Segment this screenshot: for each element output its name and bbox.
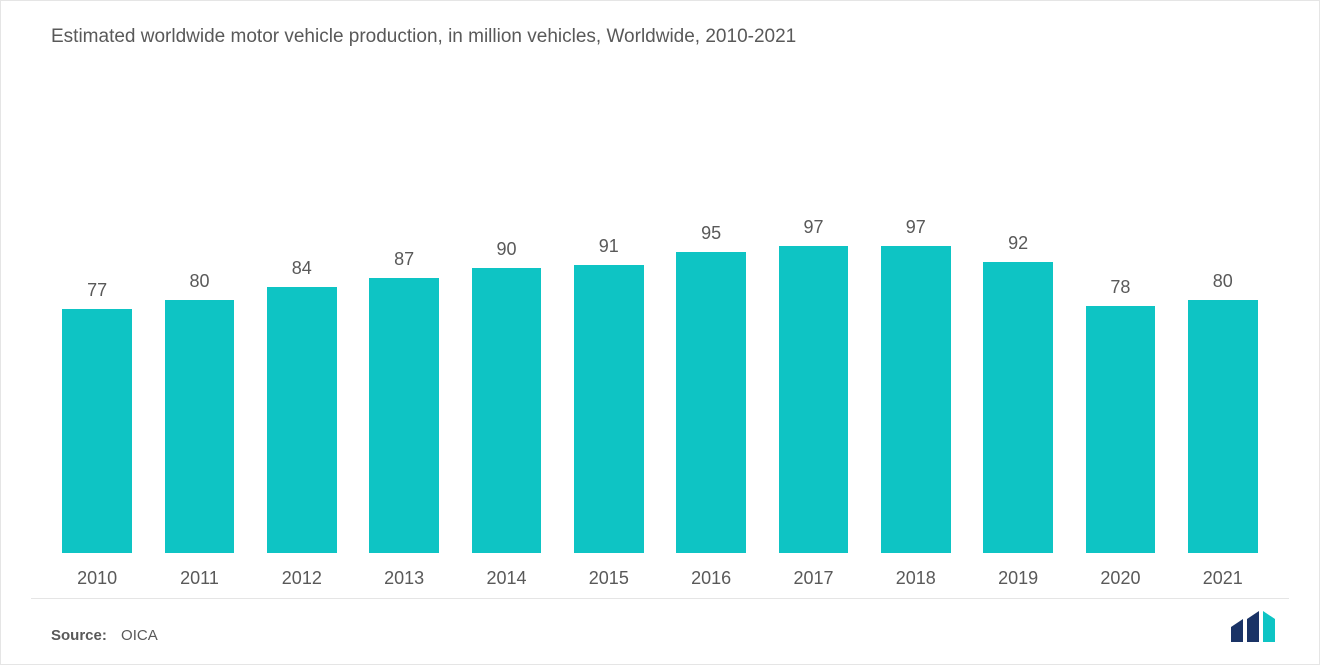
- bar: [267, 287, 337, 553]
- bar-value: 97: [803, 217, 823, 238]
- bar-group: 90: [455, 98, 557, 553]
- bar: [1086, 306, 1156, 553]
- bar-value: 91: [599, 236, 619, 257]
- x-label: 2015: [558, 568, 660, 589]
- x-label: 2013: [353, 568, 455, 589]
- bar-group: 95: [660, 98, 762, 553]
- x-label: 2021: [1172, 568, 1274, 589]
- bar-value: 95: [701, 223, 721, 244]
- x-label: 2017: [762, 568, 864, 589]
- bar-value: 87: [394, 249, 414, 270]
- bar-group: 87: [353, 98, 455, 553]
- bar: [472, 268, 542, 553]
- x-label: 2020: [1069, 568, 1171, 589]
- bar-group: 92: [967, 98, 1069, 553]
- bar-value: 92: [1008, 233, 1028, 254]
- source-label: Source:: [51, 627, 107, 644]
- bar-value: 77: [87, 280, 107, 301]
- bar: [881, 246, 951, 553]
- bar: [369, 278, 439, 554]
- x-label: 2018: [865, 568, 967, 589]
- x-label: 2014: [455, 568, 557, 589]
- x-label: 2016: [660, 568, 762, 589]
- bar-value: 84: [292, 258, 312, 279]
- source-line: Source: OICA: [51, 627, 158, 644]
- bar: [62, 309, 132, 553]
- bar: [1188, 300, 1258, 553]
- bar-group: 97: [865, 98, 967, 553]
- bar-group: 80: [148, 98, 250, 553]
- bar-group: 84: [251, 98, 353, 553]
- bar-group: 91: [558, 98, 660, 553]
- bar: [676, 252, 746, 553]
- bar-group: 97: [762, 98, 864, 553]
- bar-group: 78: [1069, 98, 1171, 553]
- bar-value: 97: [906, 217, 926, 238]
- bar: [165, 300, 235, 553]
- bar-value: 78: [1110, 277, 1130, 298]
- x-axis: 2010 2011 2012 2013 2014 2015 2016 2017 …: [41, 568, 1279, 589]
- x-label: 2011: [148, 568, 250, 589]
- bar-value: 80: [1213, 271, 1233, 292]
- chart-title: Estimated worldwide motor vehicle produc…: [51, 26, 1279, 48]
- logo-icon: [1229, 609, 1279, 644]
- x-label: 2019: [967, 568, 1069, 589]
- divider: [31, 598, 1289, 599]
- source-value: OICA: [121, 627, 158, 644]
- bar-value: 80: [189, 271, 209, 292]
- bar: [574, 265, 644, 553]
- chart-area: 77 80 84 87 90 91 95 97 97 92 78 80: [41, 98, 1279, 553]
- footer: Source: OICA: [51, 609, 1279, 644]
- bar: [779, 246, 849, 553]
- x-label: 2010: [46, 568, 148, 589]
- bar-group: 80: [1172, 98, 1274, 553]
- x-label: 2012: [251, 568, 353, 589]
- bar-group: 77: [46, 98, 148, 553]
- bar-value: 90: [496, 239, 516, 260]
- bar: [983, 262, 1053, 553]
